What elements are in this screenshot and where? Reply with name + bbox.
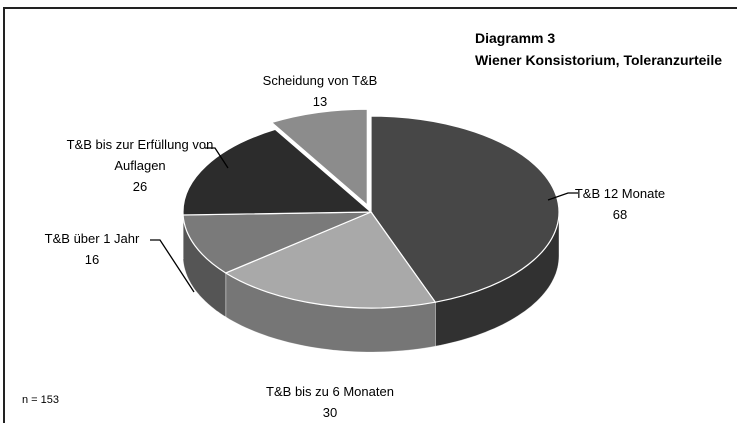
value-label: 26 [132,179,148,194]
frame [3,7,737,423]
leader-lines [150,147,578,293]
slice-label: T&B bis zur Erfüllung von Auflagen 26 [60,134,220,197]
slice [270,108,368,207]
slice [182,211,372,274]
leader-line [150,239,195,293]
category-label: T&B über 1 Jahr [44,231,140,246]
slice-label: T&B 12 Monate 68 [570,183,670,225]
chart-title: Diagramm 3 [475,30,556,46]
category-label: T&B bis zur Erfüllung von Auflagen [66,137,214,173]
slice-side-shade [183,215,226,317]
slice-label: T&B über 1 Jahr 16 [32,228,152,270]
value-label: 16 [84,252,100,267]
slice-side-shade [225,272,436,352]
slice-side-shade [435,212,559,347]
leader-line [205,147,229,169]
pie [182,108,560,353]
slice-label: T&B bis zu 6 Monaten 30 [250,381,410,423]
category-label: T&B bis zu 6 Monaten [266,384,394,399]
category-label: T&B 12 Monate [574,186,666,201]
leader-line [547,192,578,201]
value-label: 68 [612,207,628,222]
slice [182,128,373,216]
annotation: n = 153 [22,394,60,406]
value-label: 30 [322,405,338,420]
slice-label: Scheidung von T&B 13 [250,70,390,112]
chart-title: Wiener Konsistorium, Toleranzurteile [475,52,722,68]
value-label: 13 [312,94,328,109]
category-label: Scheidung von T&B [262,73,378,88]
slice [370,115,560,303]
slice [224,211,437,309]
